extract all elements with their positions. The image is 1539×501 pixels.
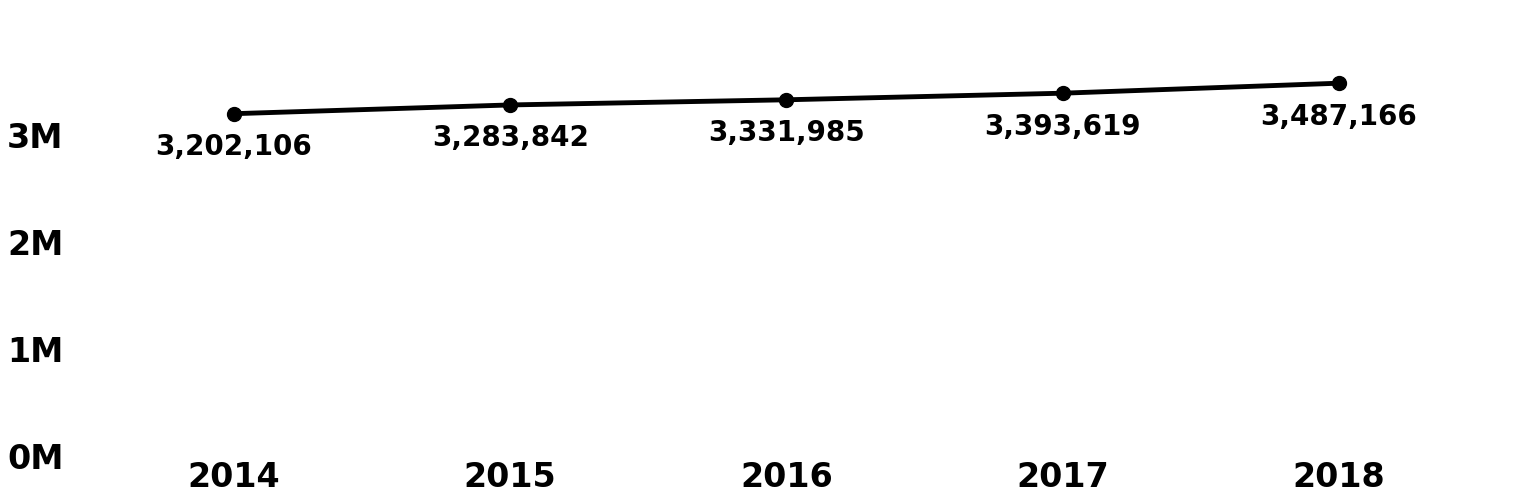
Text: 3,393,619: 3,393,619 (985, 113, 1140, 141)
Text: 3,283,842: 3,283,842 (432, 124, 588, 152)
Text: 3,202,106: 3,202,106 (155, 133, 312, 161)
Text: 3,331,985: 3,331,985 (708, 119, 865, 147)
Text: 3,487,166: 3,487,166 (1260, 103, 1417, 131)
